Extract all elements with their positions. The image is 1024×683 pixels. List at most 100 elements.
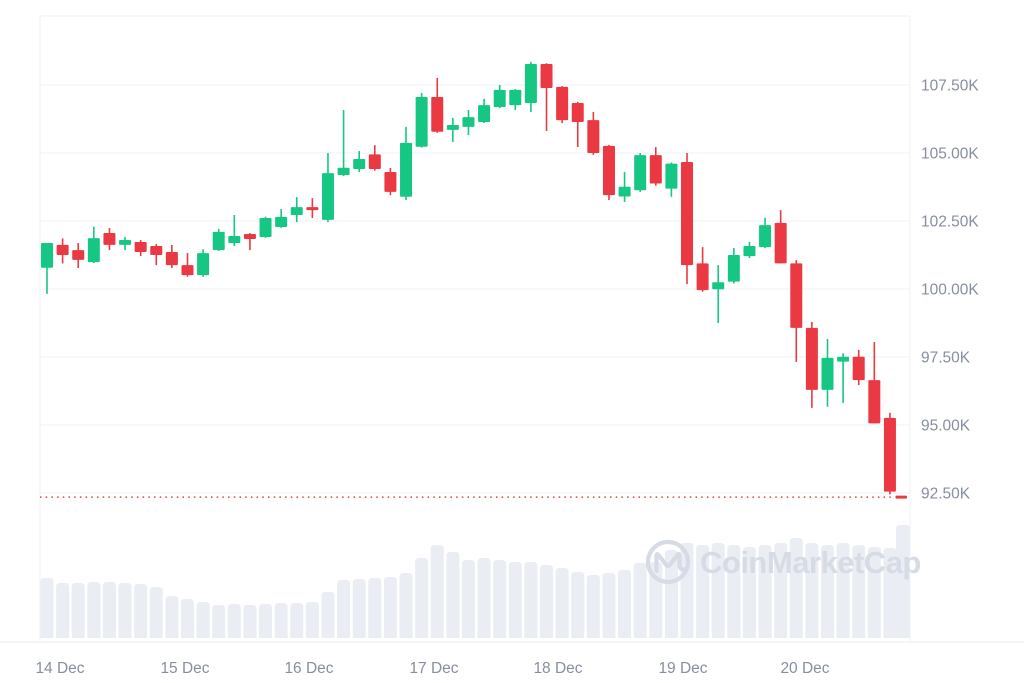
volume-bar[interactable] bbox=[727, 545, 741, 638]
volume-bar[interactable] bbox=[852, 545, 866, 638]
candle[interactable] bbox=[837, 353, 850, 403]
volume-bar[interactable] bbox=[742, 547, 756, 638]
volume-bar[interactable] bbox=[586, 575, 600, 638]
candle[interactable] bbox=[384, 167, 397, 196]
volume-bar[interactable] bbox=[493, 560, 507, 638]
volume-bar[interactable] bbox=[259, 604, 273, 638]
volume-bar[interactable] bbox=[165, 596, 179, 638]
volume-bar[interactable] bbox=[571, 572, 585, 638]
candle[interactable] bbox=[150, 244, 163, 266]
volume-bar[interactable] bbox=[633, 563, 647, 638]
candle[interactable] bbox=[618, 172, 631, 202]
volume-bar[interactable] bbox=[789, 538, 803, 638]
volume-bar[interactable] bbox=[383, 577, 397, 638]
candle[interactable] bbox=[712, 265, 725, 323]
candle[interactable] bbox=[290, 197, 303, 223]
volume-bar[interactable] bbox=[196, 602, 210, 638]
volume-bar[interactable] bbox=[664, 550, 678, 638]
candle[interactable] bbox=[197, 249, 210, 277]
candle[interactable] bbox=[634, 153, 647, 192]
candle[interactable] bbox=[400, 126, 413, 201]
volume-bar[interactable] bbox=[477, 558, 491, 638]
candle[interactable] bbox=[665, 162, 678, 197]
candle[interactable] bbox=[696, 247, 709, 292]
candle[interactable] bbox=[587, 111, 600, 155]
candle[interactable] bbox=[228, 215, 241, 247]
volume-bar[interactable] bbox=[321, 592, 335, 638]
candle[interactable] bbox=[462, 110, 475, 136]
volume-bar[interactable] bbox=[758, 545, 772, 638]
volume-bar[interactable] bbox=[883, 548, 897, 638]
candle[interactable] bbox=[275, 209, 288, 228]
volume-bar[interactable] bbox=[399, 573, 413, 638]
volume-bar[interactable] bbox=[368, 578, 382, 638]
candle[interactable] bbox=[556, 86, 569, 124]
volume-bar[interactable] bbox=[867, 547, 881, 638]
volume-bar[interactable] bbox=[836, 543, 850, 638]
candle[interactable] bbox=[649, 147, 662, 186]
candle[interactable] bbox=[774, 210, 787, 264]
candle[interactable] bbox=[353, 151, 366, 173]
candle[interactable] bbox=[524, 61, 537, 112]
volume-bar[interactable] bbox=[180, 599, 194, 638]
volume-bar[interactable] bbox=[212, 605, 226, 638]
volume-bar[interactable] bbox=[56, 583, 70, 638]
volume-bar[interactable] bbox=[274, 603, 288, 638]
candle[interactable] bbox=[493, 85, 506, 109]
candle[interactable] bbox=[87, 226, 100, 264]
candle[interactable] bbox=[41, 243, 53, 294]
volume-bar[interactable] bbox=[805, 543, 819, 638]
candle[interactable] bbox=[790, 260, 803, 362]
candle[interactable] bbox=[681, 153, 694, 285]
candle[interactable] bbox=[478, 98, 491, 124]
volume-bar[interactable] bbox=[680, 543, 694, 638]
volume-bar[interactable] bbox=[774, 543, 788, 638]
volume-bar[interactable] bbox=[896, 525, 910, 638]
candle[interactable] bbox=[540, 63, 553, 131]
candle[interactable] bbox=[134, 240, 147, 257]
candle[interactable] bbox=[165, 244, 178, 269]
volume-bar[interactable] bbox=[415, 558, 429, 638]
volume-bar[interactable] bbox=[696, 545, 710, 638]
volume-bar[interactable] bbox=[602, 573, 616, 638]
candle[interactable] bbox=[868, 342, 881, 424]
candle[interactable] bbox=[602, 144, 615, 201]
volume-bar[interactable] bbox=[87, 582, 101, 638]
candle[interactable] bbox=[72, 243, 85, 269]
candle[interactable] bbox=[431, 77, 444, 133]
candle[interactable] bbox=[415, 92, 428, 148]
candle[interactable] bbox=[212, 228, 225, 251]
volume-bar[interactable] bbox=[134, 584, 148, 638]
candle[interactable] bbox=[446, 117, 459, 143]
candle[interactable] bbox=[306, 198, 319, 219]
volume-bar[interactable] bbox=[540, 565, 554, 638]
candle[interactable] bbox=[509, 89, 522, 111]
volume-bar[interactable] bbox=[711, 543, 725, 638]
candle[interactable] bbox=[368, 145, 381, 171]
volume-bar[interactable] bbox=[149, 587, 163, 638]
volume-bar[interactable] bbox=[118, 583, 132, 638]
candle[interactable] bbox=[759, 217, 772, 249]
candle[interactable] bbox=[103, 228, 116, 251]
volume-bar[interactable] bbox=[461, 560, 475, 638]
volume-bar[interactable] bbox=[352, 579, 366, 638]
candle[interactable] bbox=[119, 237, 132, 251]
volume-bar[interactable] bbox=[290, 603, 304, 638]
volume-bar[interactable] bbox=[337, 580, 351, 638]
candle[interactable] bbox=[852, 349, 865, 386]
volume-bar[interactable] bbox=[305, 602, 319, 638]
candle[interactable] bbox=[243, 232, 256, 251]
volume-bar[interactable] bbox=[446, 552, 460, 638]
candle[interactable] bbox=[883, 412, 896, 495]
candle[interactable] bbox=[805, 321, 818, 408]
volume-bar[interactable] bbox=[524, 562, 538, 638]
volume-bar[interactable] bbox=[71, 583, 85, 638]
volume-bar[interactable] bbox=[243, 605, 257, 638]
volume-bar[interactable] bbox=[227, 604, 241, 638]
volume-bar[interactable] bbox=[40, 578, 54, 638]
candle[interactable] bbox=[743, 241, 756, 258]
candle[interactable] bbox=[337, 110, 350, 177]
candle[interactable] bbox=[571, 101, 584, 148]
candle[interactable] bbox=[259, 216, 272, 238]
